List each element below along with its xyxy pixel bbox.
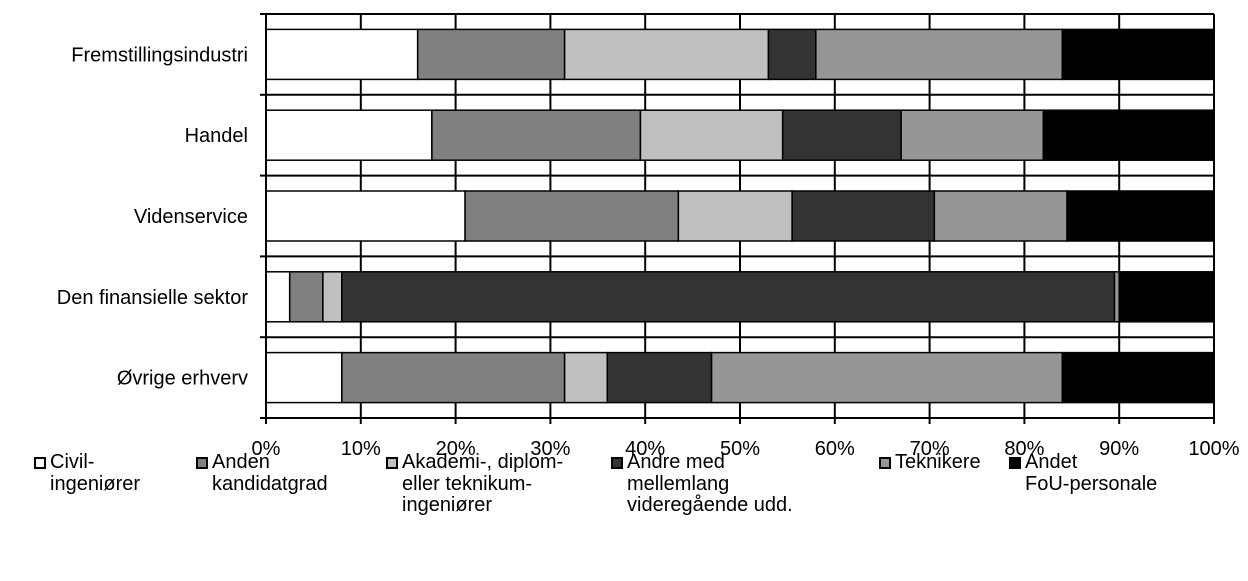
bar-segment [1066, 190, 1215, 242]
bar-segment [791, 190, 936, 242]
bar-segment [341, 351, 566, 404]
bar-segment [563, 28, 770, 81]
x-tick-label: 90% [1099, 438, 1139, 460]
x-tick-label: 40% [625, 438, 665, 460]
bar-segment [265, 271, 291, 323]
bar-segment [710, 351, 1064, 404]
category-label: Videnservice [134, 206, 248, 228]
bar-segment [900, 109, 1045, 161]
category-label: Øvrige erhverv [117, 368, 248, 390]
bar-segment [265, 190, 466, 242]
bar-segment [341, 271, 1116, 323]
bar-segment [322, 271, 343, 323]
bar-segment [1061, 351, 1215, 404]
bar-segment [563, 351, 609, 404]
bar-segment [431, 109, 642, 161]
category-label: Den finansielle sektor [57, 287, 249, 309]
bar-segment [639, 109, 784, 161]
axes [260, 13, 1215, 424]
bar-segment [815, 28, 1064, 81]
bar-segment [677, 190, 793, 242]
bars [265, 28, 1215, 404]
bar-segment [606, 351, 713, 404]
bar-segment [1061, 28, 1215, 81]
bar-segment [265, 109, 433, 161]
bar-segment [416, 28, 566, 81]
x-tick-label: 80% [1004, 438, 1044, 460]
category-label: Handel [185, 125, 248, 147]
x-tick-labels: 0% 10% 20% 30% 40% 50% 60% 70% 80% 90% 100% [252, 438, 1240, 460]
x-tick-label: 0% [252, 438, 281, 460]
bar-segment [288, 271, 324, 323]
bar-segment [265, 28, 419, 81]
x-tick-label: 20% [436, 438, 476, 460]
x-tick-label: 70% [910, 438, 950, 460]
category-label: Fremstillingsindustri [71, 44, 248, 66]
x-tick-label: 100% [1188, 438, 1239, 460]
bar-segment [265, 351, 343, 404]
bar-segment [1118, 271, 1215, 323]
bar-segment [1042, 109, 1215, 161]
category-labels: Fremstillingsindustri Handel Videnservice D… [57, 44, 249, 389]
bar-segment [767, 28, 817, 81]
x-tick-label: 30% [530, 438, 570, 460]
x-tick-label: 50% [720, 438, 760, 460]
bar-segment [464, 190, 680, 242]
bar-segment [781, 109, 902, 161]
x-tick-label: 10% [341, 438, 381, 460]
bar-segment [933, 190, 1068, 242]
x-tick-label: 60% [815, 438, 855, 460]
